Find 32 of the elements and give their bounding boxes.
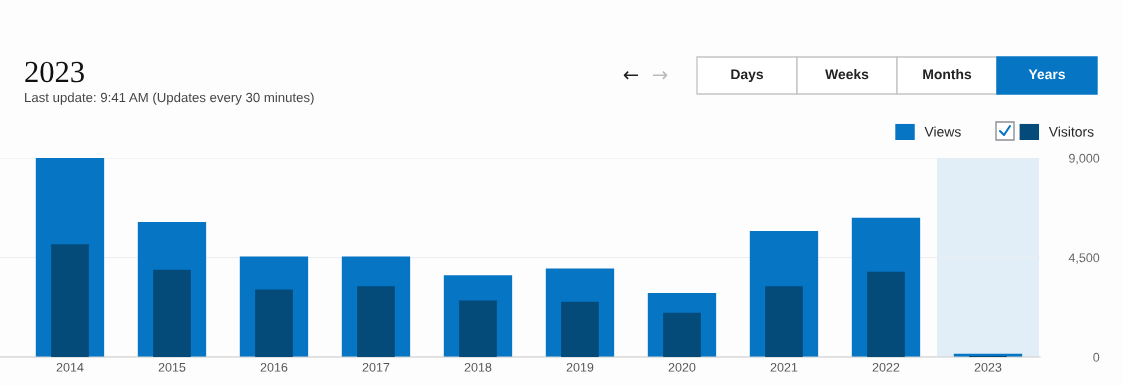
x-tick-label: 2019: [566, 362, 594, 372]
bar: [51, 244, 89, 357]
bar: [153, 269, 191, 357]
x-tick-label: 2015: [158, 362, 186, 372]
legend-label: Visitors: [1048, 126, 1094, 137]
bar: [255, 289, 293, 357]
bar: [561, 301, 599, 357]
bar: [357, 286, 395, 357]
text: ←: [623, 71, 639, 80]
bar: [459, 300, 497, 357]
x-tick-label: 2021: [770, 362, 798, 372]
x-tick-label: 2016: [260, 362, 288, 372]
text: →: [652, 71, 668, 80]
bar: [663, 312, 701, 357]
x-tick-label: 2023: [974, 362, 1002, 372]
chart-subtitle: Last update: 9:41 AM (Updates every 30 minutes): [25, 92, 314, 105]
bar: [765, 286, 803, 357]
text: Months: [923, 69, 972, 80]
y-tick-label: 0: [1093, 352, 1100, 362]
chart-title: 2023: [25, 61, 84, 83]
x-tick-label: 2017: [362, 362, 390, 372]
y-tick-label: 9,000: [1069, 153, 1100, 165]
x-tick-label: 2014: [56, 362, 84, 372]
text: Years: [1028, 69, 1065, 80]
legend-label: Views: [924, 126, 961, 137]
text: Days: [731, 69, 764, 82]
x-tick-label: 2018: [464, 362, 492, 372]
x-tick-label: 2022: [872, 362, 900, 372]
y-tick-label: 4,500: [1068, 253, 1100, 264]
x-tick-label: 2020: [668, 362, 696, 372]
text: Weeks: [825, 69, 869, 80]
bar: [867, 271, 905, 357]
